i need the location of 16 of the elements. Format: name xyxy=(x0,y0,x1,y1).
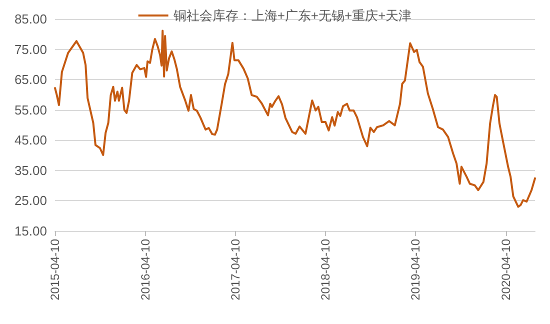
x-tick-label: 2018-04-10 xyxy=(318,238,332,300)
y-tick-label: 65.00 xyxy=(14,72,47,88)
y-tick-label: 75.00 xyxy=(14,42,47,57)
legend-label: 铜社会库存：上海+广东+无锡+重庆+天津 xyxy=(172,8,412,23)
x-tick-label: 2020-04-10 xyxy=(498,238,513,300)
y-tick-label: 55.00 xyxy=(14,102,47,118)
y-tick-label: 45.00 xyxy=(14,132,47,148)
x-tick-label: 2015-04-10 xyxy=(48,238,62,300)
y-tick-label: 15.00 xyxy=(14,224,47,238)
x-tick-label: 2016-04-10 xyxy=(138,238,152,300)
y-tick-label: 85.00 xyxy=(14,12,47,26)
x-tick-label: 2017-04-10 xyxy=(228,238,242,300)
y-tick-label: 35.00 xyxy=(14,162,47,178)
line-series xyxy=(54,30,536,208)
y-tick-label: 25.00 xyxy=(14,193,47,208)
x-tick-label: 2019-04-10 xyxy=(408,238,423,300)
